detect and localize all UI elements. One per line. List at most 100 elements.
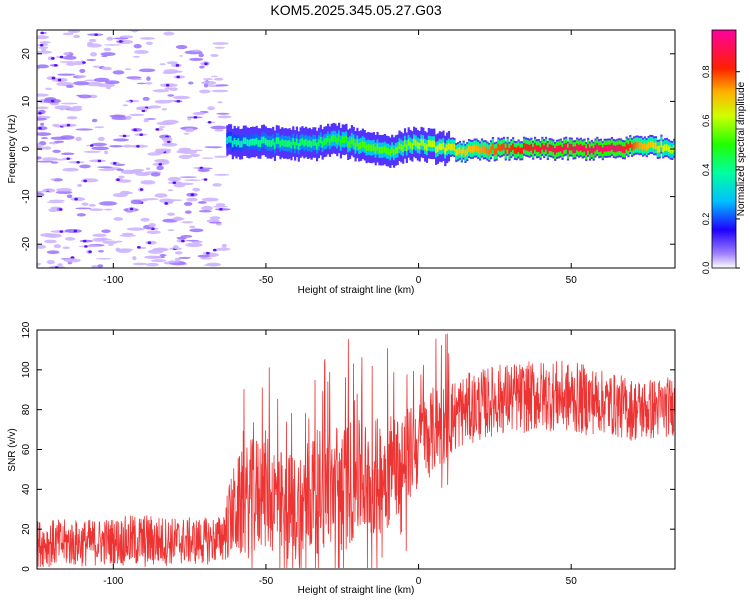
noise-speck [133, 49, 149, 54]
signal-core [539, 147, 542, 154]
signal-core [502, 142, 506, 150]
y-tick-label: 0 [21, 146, 32, 152]
noise-speck [145, 167, 151, 170]
signal-core [277, 137, 280, 145]
signal-core [517, 145, 520, 153]
signal-core [383, 145, 386, 153]
signal-core [563, 143, 566, 151]
noise-speck [101, 55, 108, 58]
noise-speck [62, 55, 77, 60]
noise-speck [37, 126, 48, 131]
signal-core [376, 143, 379, 151]
x-tick-label: 50 [566, 275, 578, 286]
signal-core [299, 139, 302, 146]
signal-core [440, 143, 443, 151]
noise-speck [122, 104, 129, 107]
noise-core [190, 193, 195, 197]
noise-speck [146, 230, 161, 235]
signal-core [248, 139, 251, 147]
signal-core [396, 146, 399, 154]
noise-core [82, 61, 86, 64]
noise-speck [167, 199, 174, 204]
signal-core [460, 149, 463, 157]
signal-core [246, 139, 249, 146]
noise-speck [136, 82, 147, 85]
signal-core [305, 138, 308, 146]
signal-core [422, 139, 425, 147]
signal-core [411, 143, 414, 150]
signal-core [669, 146, 672, 154]
spectrogram-ylabel: Frequency (Hz) [7, 115, 18, 184]
signal-core [433, 140, 436, 148]
x-tick-label: -50 [259, 275, 274, 286]
signal-core [601, 147, 604, 155]
signal-core [491, 143, 495, 150]
noise-speck [63, 52, 70, 56]
noise-speck [135, 172, 151, 177]
signal-core [312, 139, 315, 146]
noise-speck [40, 122, 45, 126]
colorbar-tick-label: 0.6 [701, 115, 711, 128]
noise-speck [79, 68, 86, 73]
noise-core [118, 40, 123, 43]
signal-core [381, 146, 385, 154]
signal-core [535, 145, 538, 153]
noise-speck [188, 81, 194, 85]
snr-ylabel: SNR (v/v) [7, 428, 18, 471]
noise-speck [91, 118, 98, 123]
noise-speck [92, 65, 100, 68]
signal-core [623, 146, 626, 154]
noise-speck [75, 136, 82, 142]
noise-speck [131, 30, 138, 33]
signal-core [272, 138, 275, 146]
signal-core [270, 140, 273, 147]
y-tick-label: 80 [21, 404, 32, 416]
noise-speck [214, 46, 226, 49]
noise-core [38, 112, 42, 115]
signal-core [409, 141, 412, 149]
noise-speck [116, 168, 125, 171]
signal-core [385, 147, 388, 155]
noise-speck [51, 123, 60, 127]
noise-speck [39, 41, 51, 44]
signal-core [310, 141, 313, 148]
signal-core [407, 139, 410, 146]
signal-core [555, 145, 559, 153]
signal-core [251, 138, 255, 146]
noise-speck [184, 210, 192, 214]
noise-speck [208, 221, 222, 224]
noise-speck [40, 137, 49, 139]
colorbar-ticks: 0.0 0.2 0.4 0.6 0.8 [701, 65, 740, 274]
signal-core [250, 138, 253, 146]
noise-speck [176, 237, 187, 240]
noise-speck [103, 47, 112, 52]
noise-speck [171, 260, 181, 263]
noise-speck [139, 37, 156, 40]
noise-core [137, 245, 141, 249]
signal-core [625, 142, 628, 150]
signal-core [629, 141, 632, 148]
signal-core [495, 147, 498, 155]
signal-core [292, 138, 295, 145]
signal-core [513, 147, 517, 154]
noise-speck [203, 83, 209, 88]
signal-core [391, 146, 394, 154]
signal-core [303, 139, 306, 147]
noise-speck [169, 199, 183, 201]
signal-core [620, 144, 623, 152]
signal-core [554, 148, 557, 155]
signal-core [279, 140, 282, 148]
signal-core [638, 142, 641, 150]
noise-core [51, 76, 56, 80]
signal-core [550, 144, 553, 152]
noise-speck [201, 80, 217, 85]
noise-speck [187, 118, 192, 121]
noise-speck [66, 194, 73, 199]
noise-speck [186, 197, 198, 202]
signal-core [438, 143, 441, 150]
noise-speck [133, 43, 142, 49]
signal-core [341, 136, 344, 143]
signal-core [656, 146, 659, 153]
signal-core [261, 136, 264, 144]
